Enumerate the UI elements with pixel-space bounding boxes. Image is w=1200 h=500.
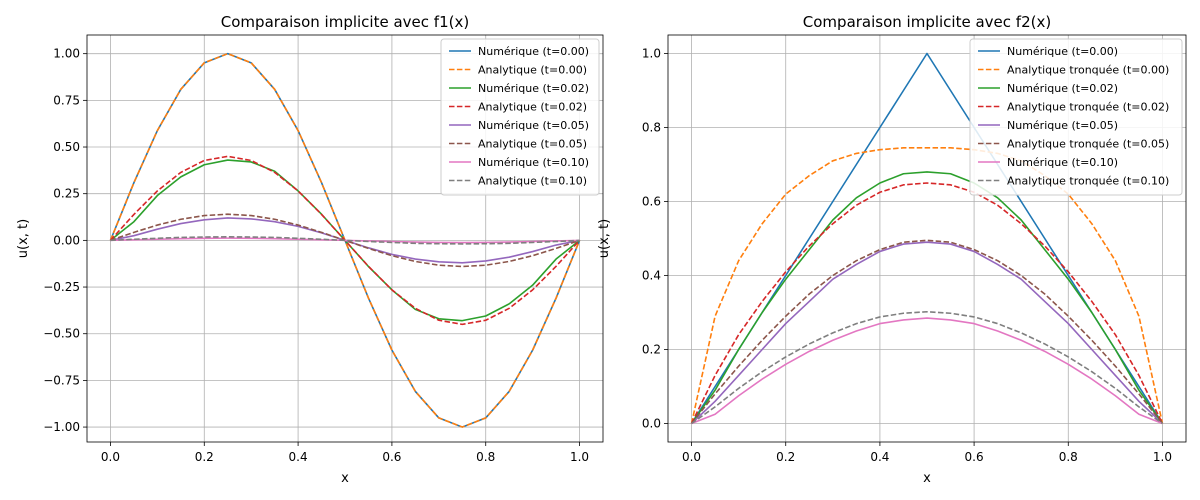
legend-label: Analytique (t=0.00) [478, 64, 587, 77]
legend-label: Analytique tronquée (t=0.05) [1007, 138, 1169, 151]
x-tick-label: 0.8 [476, 450, 495, 464]
series-line-8 [691, 310, 1163, 425]
x-tick-label: 0.6 [965, 450, 984, 464]
series-line-8 [110, 236, 580, 245]
legend-label: Numérique (t=0.00) [478, 45, 589, 58]
y-tick-label: 0.6 [642, 195, 661, 209]
legend-label: Analytique (t=0.10) [478, 175, 587, 188]
legend-label: Analytique tronquée (t=0.02) [1007, 101, 1169, 114]
legend-label: Numérique (t=0.02) [478, 82, 589, 95]
legend-label: Numérique (t=0.02) [1007, 82, 1118, 95]
y-tick-label: −0.25 [43, 280, 80, 294]
legend-label: Analytique (t=0.05) [478, 138, 587, 151]
y-tick-label: −0.75 [43, 373, 80, 387]
series-line-7 [691, 317, 1163, 425]
y-tick-label: 0.2 [642, 343, 661, 357]
y-tick-label: 0.75 [53, 93, 80, 107]
x-tick-label: 0.0 [101, 450, 120, 464]
legend-label: Analytique tronquée (t=0.10) [1007, 175, 1169, 188]
x-axis-label: x [341, 471, 349, 486]
chart-1: 0.0 0.2 0.4 0.6 0.8 1.0 −1.00 −0.75 −0.50 −0.25 0.… [16, 13, 604, 486]
series-line-6 [690, 239, 1164, 424]
y-axis-label: u(x, t) [16, 219, 31, 258]
series-line-4 [690, 182, 1164, 424]
legend: Numérique (t=0.00) Analytique tronquée (t… [969, 38, 1183, 196]
legend-label: Analytique tronquée (t=0.00) [1007, 64, 1169, 77]
y-tick-label: 1.0 [642, 47, 661, 61]
y-tick-label: 0.8 [642, 121, 661, 135]
legend-label: Numérique (t=0.00) [1007, 45, 1118, 58]
series-line-7 [110, 237, 580, 244]
x-axis-label: x [923, 471, 931, 486]
chart-title: Comparaison implicite avec f2(x) [803, 13, 1051, 31]
legend-label: Numérique (t=0.05) [1007, 119, 1118, 132]
chart-title: Comparaison implicite avec f1(x) [221, 13, 469, 31]
legend-box [969, 38, 1183, 196]
x-tick-label: 1.0 [570, 450, 589, 464]
series-line-3 [690, 171, 1164, 424]
y-tick-label: 1.00 [53, 47, 80, 61]
legend-label: Numérique (t=0.10) [478, 156, 589, 169]
y-tick-label: 0.00 [53, 233, 80, 247]
legend-label: Numérique (t=0.05) [478, 119, 589, 132]
series-line-2 [690, 147, 1164, 424]
x-tick-label: 0.2 [776, 450, 795, 464]
x-tick-label: 0.4 [870, 450, 889, 464]
plot-frame [667, 34, 1187, 443]
legend: Numérique (t=0.00) Analytique (t=0.00) Num… [440, 38, 600, 196]
legend-label: Numérique (t=0.10) [1007, 156, 1118, 169]
y-tick-label: −1.00 [43, 420, 80, 434]
x-tick-label: 0.2 [195, 450, 214, 464]
x-tick-label: 0.4 [289, 450, 308, 464]
plot-frame [86, 34, 604, 443]
x-tick-label: 0.8 [1059, 450, 1078, 464]
x-tick-label: 0.0 [682, 450, 701, 464]
y-tick-label: 0.0 [642, 417, 661, 431]
chart-2: 0.0 0.2 0.4 0.6 0.8 1.0 0.0 0.2 0.4 0.6 0.8 1.0 Comp… [597, 13, 1187, 486]
y-axis-label: u(x, t) [597, 219, 612, 258]
series-line-5 [691, 241, 1163, 425]
legend-label: Analytique (t=0.02) [478, 101, 587, 114]
x-tick-label: 0.6 [382, 450, 401, 464]
legend-box [440, 38, 600, 196]
y-tick-label: 0.25 [53, 187, 80, 201]
x-tick-label: 1.0 [1153, 450, 1172, 464]
y-tick-label: 0.4 [642, 269, 661, 283]
y-tick-label: 0.50 [53, 140, 80, 154]
y-tick-label: −0.50 [43, 327, 80, 341]
